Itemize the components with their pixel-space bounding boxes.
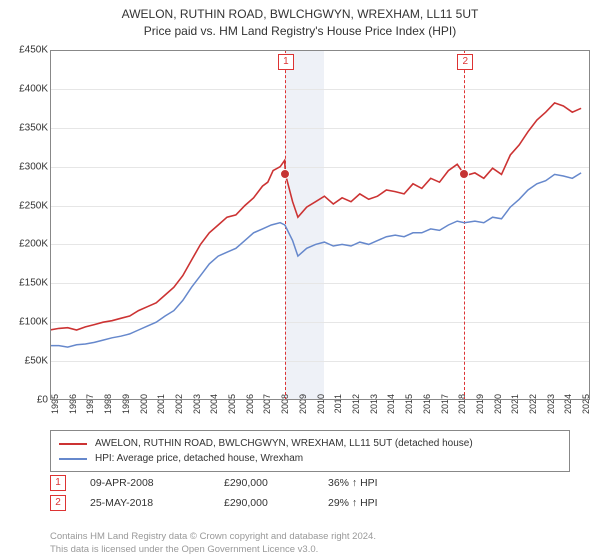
ytick-label: £250K <box>19 200 48 211</box>
legend-label-hpi: HPI: Average price, detached house, Wrex… <box>95 451 303 466</box>
sale-marker-2: 2 <box>50 495 66 511</box>
ytick-label: £200K <box>19 239 48 250</box>
legend-swatch-property <box>59 443 87 445</box>
sale-date-2: 25-MAY-2018 <box>90 497 200 509</box>
ytick-label: £0 <box>37 395 48 406</box>
chart-container: AWELON, RUTHIN ROAD, BWLCHGWYN, WREXHAM,… <box>0 0 600 560</box>
footnote: Contains HM Land Registry data © Crown c… <box>50 531 376 556</box>
sale-row-2: 2 25-MAY-2018 £290,000 29% ↑ HPI <box>50 495 570 511</box>
ytick-label: £100K <box>19 317 48 328</box>
title-block: AWELON, RUTHIN ROAD, BWLCHGWYN, WREXHAM,… <box>0 0 600 40</box>
legend-label-property: AWELON, RUTHIN ROAD, BWLCHGWYN, WREXHAM,… <box>95 436 473 451</box>
title-line-1: AWELON, RUTHIN ROAD, BWLCHGWYN, WREXHAM,… <box>0 6 600 23</box>
legend-item-property: AWELON, RUTHIN ROAD, BWLCHGWYN, WREXHAM,… <box>59 436 561 451</box>
legend: AWELON, RUTHIN ROAD, BWLCHGWYN, WREXHAM,… <box>50 430 570 472</box>
ytick-label: £350K <box>19 122 48 133</box>
plot-border <box>50 50 590 400</box>
ytick-label: £50K <box>25 356 48 367</box>
sale-date-1: 09-APR-2008 <box>90 477 200 489</box>
sales-table: 1 09-APR-2008 £290,000 36% ↑ HPI 2 25-MA… <box>50 475 570 515</box>
sale-row-1: 1 09-APR-2008 £290,000 36% ↑ HPI <box>50 475 570 491</box>
legend-item-hpi: HPI: Average price, detached house, Wrex… <box>59 451 561 466</box>
ytick-label: £300K <box>19 161 48 172</box>
ytick-label: £150K <box>19 278 48 289</box>
sale-price-1: £290,000 <box>224 477 304 489</box>
sale-marker-1: 1 <box>50 475 66 491</box>
sale-price-2: £290,000 <box>224 497 304 509</box>
footnote-line-2: This data is licensed under the Open Gov… <box>50 544 376 556</box>
sale-delta-2: 29% ↑ HPI <box>328 497 378 509</box>
chart-plot-area: £0£50K£100K£150K£200K£250K£300K£350K£400… <box>50 50 590 400</box>
ytick-label: £400K <box>19 83 48 94</box>
legend-swatch-hpi <box>59 458 87 460</box>
sale-delta-1: 36% ↑ HPI <box>328 477 378 489</box>
ytick-label: £450K <box>19 45 48 56</box>
title-line-2: Price paid vs. HM Land Registry's House … <box>0 23 600 40</box>
footnote-line-1: Contains HM Land Registry data © Crown c… <box>50 531 376 543</box>
